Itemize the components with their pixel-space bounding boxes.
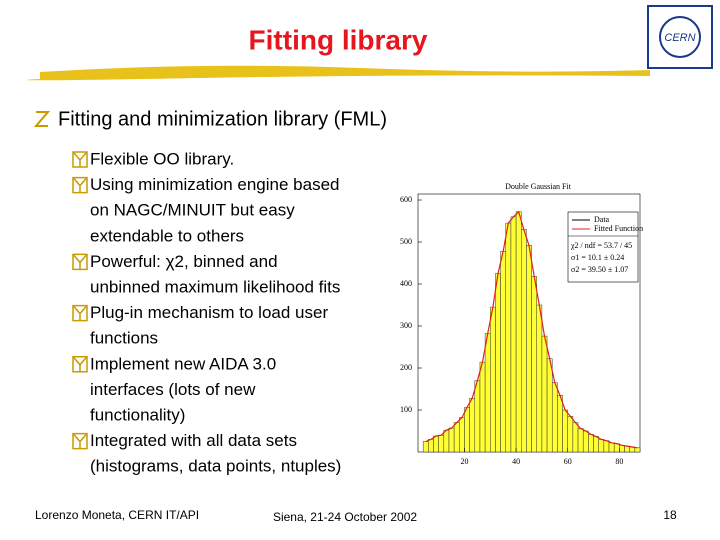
histogram-bar bbox=[613, 443, 620, 453]
histogram-bar bbox=[428, 439, 434, 453]
y-tick-label: 400 bbox=[400, 279, 412, 288]
item-icon bbox=[72, 151, 88, 168]
x-tick-label: 80 bbox=[615, 457, 623, 466]
histogram-bar bbox=[500, 250, 507, 453]
legend-label: Data bbox=[594, 215, 610, 224]
histogram-bar bbox=[515, 211, 522, 453]
footer-author: Lorenzo Moneta, CERN IT/API bbox=[35, 508, 199, 522]
histogram-bar bbox=[510, 216, 517, 453]
x-tick-label: 40 bbox=[512, 457, 520, 466]
logo-text: CERN bbox=[664, 32, 695, 44]
histogram-bar bbox=[453, 422, 460, 453]
item-text: Using minimization engine based bbox=[90, 175, 339, 194]
histogram-bar bbox=[464, 407, 470, 453]
histogram-bar bbox=[572, 422, 579, 453]
y-tick-label: 600 bbox=[400, 195, 412, 204]
y-tick-label: 200 bbox=[400, 363, 412, 372]
item-list: Flexible OO library. Using minimization e… bbox=[72, 149, 341, 476]
histogram-bar bbox=[603, 440, 610, 453]
item-text: functionality) bbox=[90, 405, 185, 424]
item-text: Powerful: χ2, binned and bbox=[90, 252, 278, 271]
bullet-icon bbox=[33, 111, 51, 127]
histogram-bar bbox=[551, 382, 558, 453]
histogram-bar bbox=[588, 434, 594, 453]
histogram-bar bbox=[490, 306, 496, 453]
histogram-bar bbox=[536, 304, 543, 453]
item-text: unbinned maximum likelihood fits bbox=[90, 277, 340, 296]
histogram-bar bbox=[567, 416, 574, 453]
legend-label: Fitted Function bbox=[594, 224, 643, 233]
fit-stat: χ2 / ndf = 53.7 / 45 bbox=[570, 241, 632, 250]
x-tick-label: 60 bbox=[564, 457, 572, 466]
plot-title: Double Gaussian Fit bbox=[505, 182, 572, 191]
histogram-bar bbox=[521, 229, 527, 453]
item-icon bbox=[72, 253, 88, 271]
fit-stat: σ1 = 10.1 ± 0.24 bbox=[571, 253, 624, 262]
y-tick-label: 300 bbox=[400, 321, 412, 330]
histogram-bar bbox=[459, 417, 465, 453]
histogram-bar bbox=[593, 436, 599, 453]
fit-curve bbox=[425, 210, 638, 449]
histogram-bar bbox=[546, 358, 553, 453]
histogram-bar bbox=[469, 397, 476, 453]
histogram-bar bbox=[505, 222, 512, 453]
histogram-bar bbox=[608, 442, 615, 453]
histogram-bar bbox=[577, 428, 584, 453]
logo: CERN bbox=[647, 5, 713, 69]
logo-ring bbox=[659, 16, 701, 58]
item-icon bbox=[72, 304, 88, 322]
histogram-bar bbox=[433, 435, 439, 453]
histogram-bar bbox=[448, 427, 455, 453]
histogram-bar bbox=[598, 439, 605, 453]
item-text: extendable to others bbox=[90, 226, 244, 245]
item-icon bbox=[72, 356, 88, 373]
y-tick-label: 500 bbox=[400, 237, 412, 246]
item-text: interfaces (lots of new bbox=[90, 380, 256, 399]
histogram-bar bbox=[484, 333, 491, 453]
y-tick-label: 100 bbox=[400, 405, 412, 414]
item-text: Implement new AIDA 3.0 bbox=[90, 354, 276, 373]
histogram-bar bbox=[474, 380, 481, 453]
histogram-bar bbox=[562, 409, 568, 453]
histogram-bar bbox=[541, 335, 548, 453]
page-number: 18 bbox=[663, 508, 677, 522]
item-text: (histograms, data points, ntuples) bbox=[90, 457, 341, 476]
item-text: on NAGC/MINUIT but easy bbox=[90, 201, 295, 220]
fit-stat: σ2 = 39.50 ± 1.07 bbox=[571, 265, 628, 274]
item-text: Flexible OO library. bbox=[90, 149, 234, 168]
slide-title: Fitting library bbox=[249, 24, 428, 55]
item-text: Integrated with all data sets bbox=[90, 431, 297, 450]
main-bullet: Fitting and minimization library (FML) bbox=[58, 108, 387, 130]
item-icon bbox=[72, 176, 88, 194]
title-underline bbox=[27, 65, 650, 81]
histogram-bar bbox=[422, 441, 429, 453]
histogram-bar bbox=[557, 395, 563, 453]
histogram-plot: Double Gaussian Fit 100 200 300 400 500 600 20 4… bbox=[400, 182, 643, 466]
footer-event: Siena, 21-24 October 2002 bbox=[273, 510, 417, 524]
histogram-bar bbox=[531, 276, 537, 453]
item-text: functions bbox=[90, 329, 158, 348]
histogram-bar bbox=[526, 245, 532, 453]
histogram-bar bbox=[634, 447, 641, 453]
x-tick-label: 20 bbox=[460, 457, 468, 466]
legend-box bbox=[567, 211, 639, 283]
item-icon bbox=[72, 432, 88, 450]
histogram-bar bbox=[619, 445, 625, 453]
item-text: Plug-in mechanism to load user bbox=[90, 303, 328, 322]
histogram-bar bbox=[443, 429, 450, 453]
histogram-bar bbox=[495, 273, 501, 453]
histogram-bar bbox=[438, 434, 445, 453]
histogram-bar bbox=[479, 361, 486, 453]
histogram-bar bbox=[582, 430, 589, 453]
